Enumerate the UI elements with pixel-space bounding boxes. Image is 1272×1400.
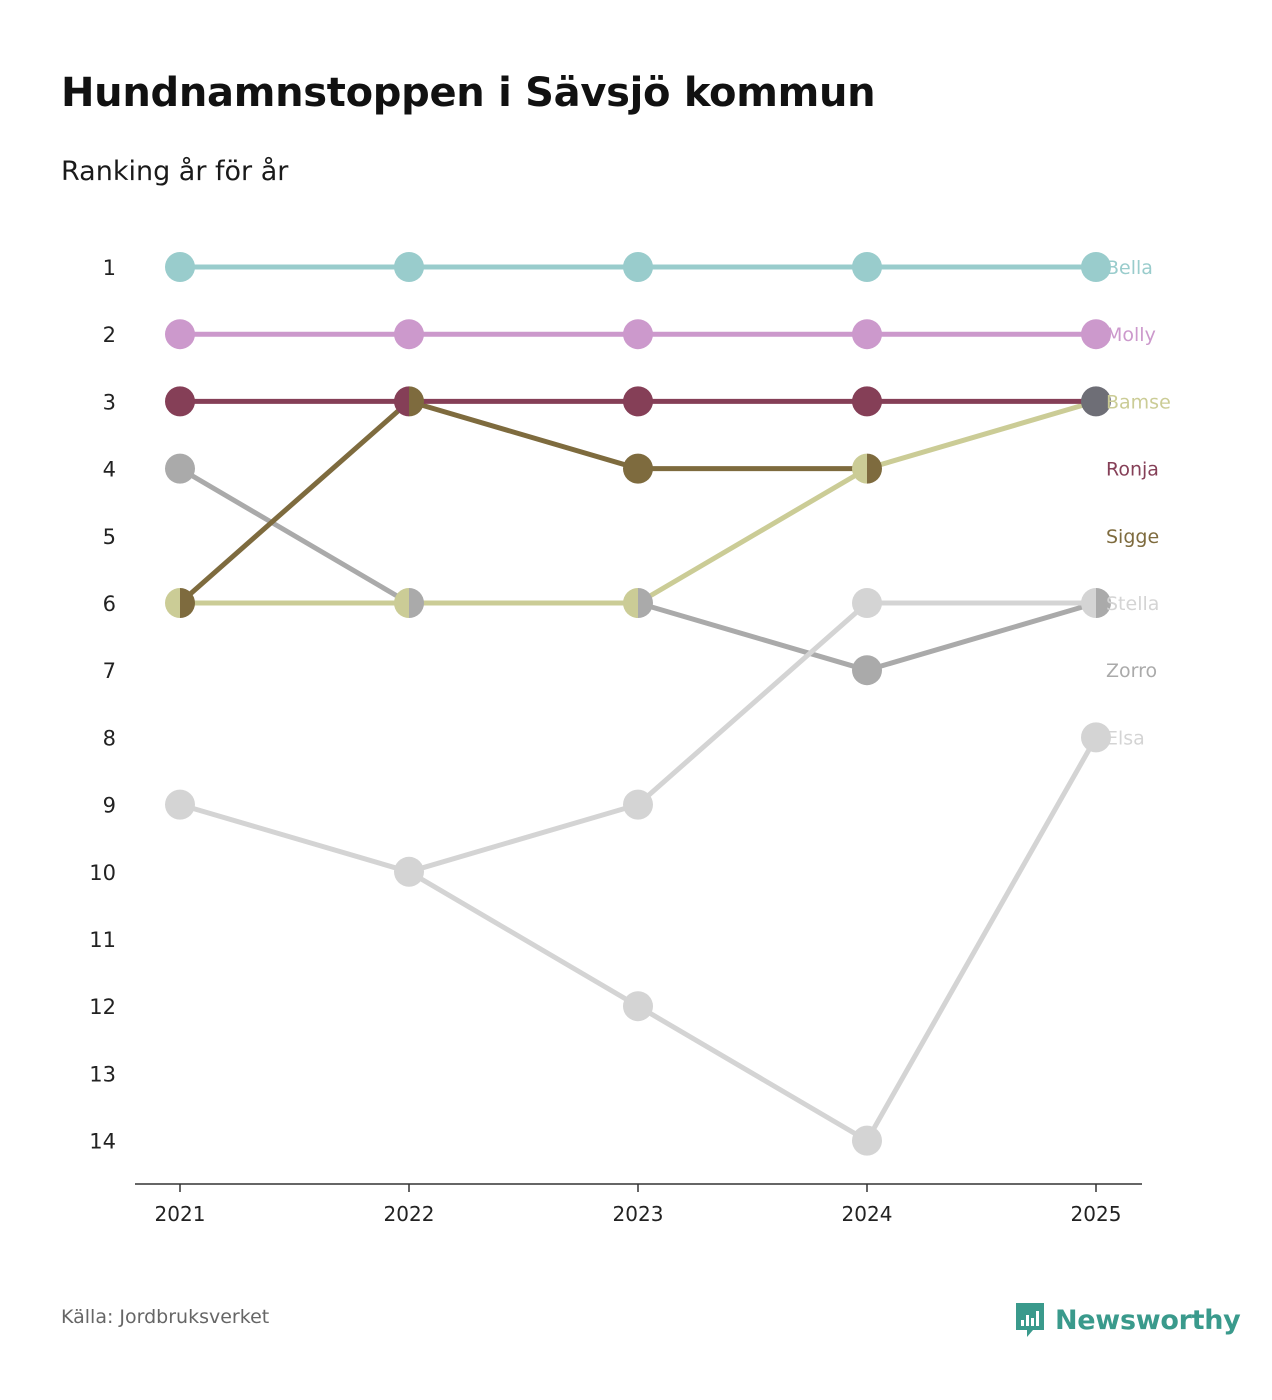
data-point-stella [623,789,653,820]
data-point-molly [394,319,424,350]
x-tick-label: 2025 [1071,1202,1122,1226]
data-point-bamse [623,588,638,618]
series-line-elsa [406,734,1099,1144]
y-tick-label: 8 [103,726,116,750]
y-tick-label: 1 [103,256,116,280]
y-tick-label: 3 [103,390,116,414]
y-tick-label: 5 [103,525,116,549]
series-label-elsa: Elsa [1106,727,1145,749]
data-point-bella [165,252,195,282]
data-point-sigge [180,588,195,618]
x-tick-label: 2024 [842,1202,893,1226]
data-point-bella [852,252,882,282]
data-point-ronja [165,386,195,417]
y-tick-label: 4 [103,458,116,482]
data-point-elsa [623,991,653,1022]
data-point-bella [623,252,653,282]
series-label-zorro: Zorro [1106,660,1157,682]
data-point-ronja [623,386,653,417]
data-point-stella [852,588,882,618]
newsworthy-logo-icon [1016,1303,1044,1337]
series-label-stella: Stella [1106,593,1159,615]
data-point-bamse [852,453,867,484]
y-tick-label: 12 [89,995,116,1019]
data-point-elsa [1081,722,1111,753]
x-tick-label: 2023 [613,1202,664,1226]
y-tick-label: 11 [89,928,116,952]
y-tick-label: 13 [89,1062,116,1086]
data-point-bamse [165,588,180,618]
data-point-zorro [638,588,653,618]
data-point-molly [165,319,195,350]
data-point-sigge [623,453,653,484]
data-point-stella [165,789,195,820]
data-point-bella [394,252,424,282]
y-tick-label: 7 [103,659,116,683]
data-point-stella [1081,588,1096,618]
data-point-ronja [852,386,882,417]
data-point-molly [623,319,653,350]
x-tick-label: 2022 [384,1202,435,1226]
series-label-bamse: Bamse [1106,391,1171,413]
data-point-ronja [394,386,409,417]
data-point-stella [409,856,425,887]
data-point-elsa [394,856,409,887]
chart-title: Hundnamnstoppen i Sävsjö kommun [61,70,876,116]
x-tick-label: 2021 [155,1202,206,1226]
y-tick-label: 9 [103,794,116,818]
y-tick-label: 6 [103,592,116,616]
data-point-zorro [852,655,882,686]
series-label-bella: Bella [1106,257,1153,279]
series-line-zorro [177,466,1099,673]
data-point-bamse [394,588,409,618]
source-note: Källa: Jordbruksverket [61,1306,270,1328]
series-label-molly: Molly [1106,324,1156,346]
data-point-bella [1081,252,1111,282]
brand-logo: Newsworthy [1013,1300,1241,1340]
y-tick-label: 2 [103,323,116,347]
data-point-elsa [852,1125,882,1156]
data-point-zorro [1096,588,1111,618]
data-point-sigge [409,386,425,417]
series-line-bamse [177,398,1099,606]
data-point-sigge [867,453,883,484]
data-point-molly [1081,319,1111,350]
data-point-zorro [409,588,424,618]
data-point-molly [852,319,882,350]
chart-subtitle: Ranking år för år [61,156,289,187]
series-label-ronja: Ronja [1106,459,1159,481]
series-label-sigge: Sigge [1106,526,1159,548]
brand-name: Newsworthy [1055,1304,1241,1336]
data-point-zorro [165,453,195,484]
data-point-shared [1081,386,1111,417]
y-tick-label: 10 [89,861,116,885]
y-tick-label: 14 [89,1130,116,1154]
series-line-sigge [177,398,870,606]
